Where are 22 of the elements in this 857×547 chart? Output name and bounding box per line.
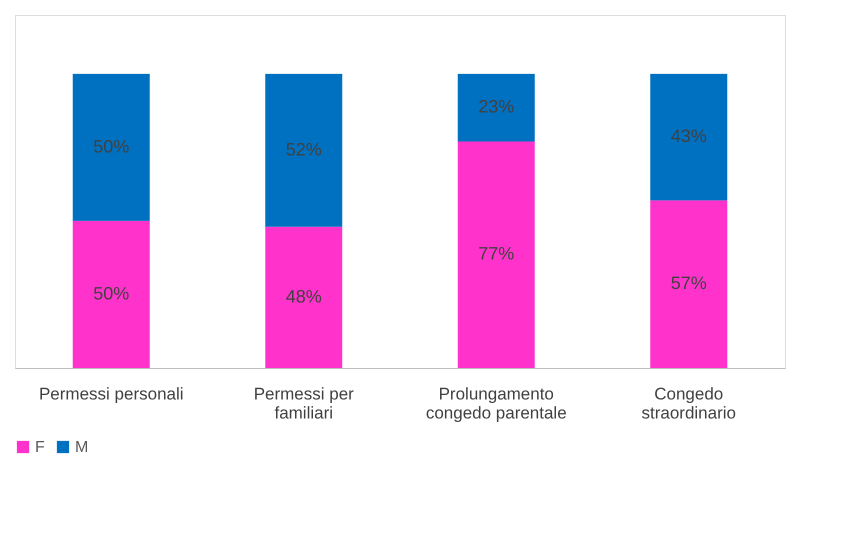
data-label: 52% xyxy=(286,139,322,160)
data-label: 48% xyxy=(286,286,322,306)
bar xyxy=(458,141,535,368)
x-tick-label: Permessi personali xyxy=(38,384,184,404)
bar xyxy=(265,74,342,227)
legend-label: F xyxy=(35,439,45,456)
data-label: 23% xyxy=(478,96,514,117)
bar xyxy=(72,74,150,221)
bar xyxy=(650,74,728,200)
data-label: 77% xyxy=(478,244,514,264)
data-label: 50% xyxy=(93,136,130,156)
bar xyxy=(265,226,342,368)
data-label: 50% xyxy=(93,283,130,304)
x-tick-label: Prolungamento congedo parentale xyxy=(426,384,567,422)
bar xyxy=(72,220,150,368)
bar xyxy=(458,74,535,142)
x-tick-label: Permessi per familiari xyxy=(254,384,354,422)
data-label: 43% xyxy=(670,126,707,146)
x-tick-label: Congedo straordinario xyxy=(642,384,736,422)
legend-label: M xyxy=(75,439,88,456)
data-label: 57% xyxy=(670,273,707,294)
bar xyxy=(650,200,728,368)
